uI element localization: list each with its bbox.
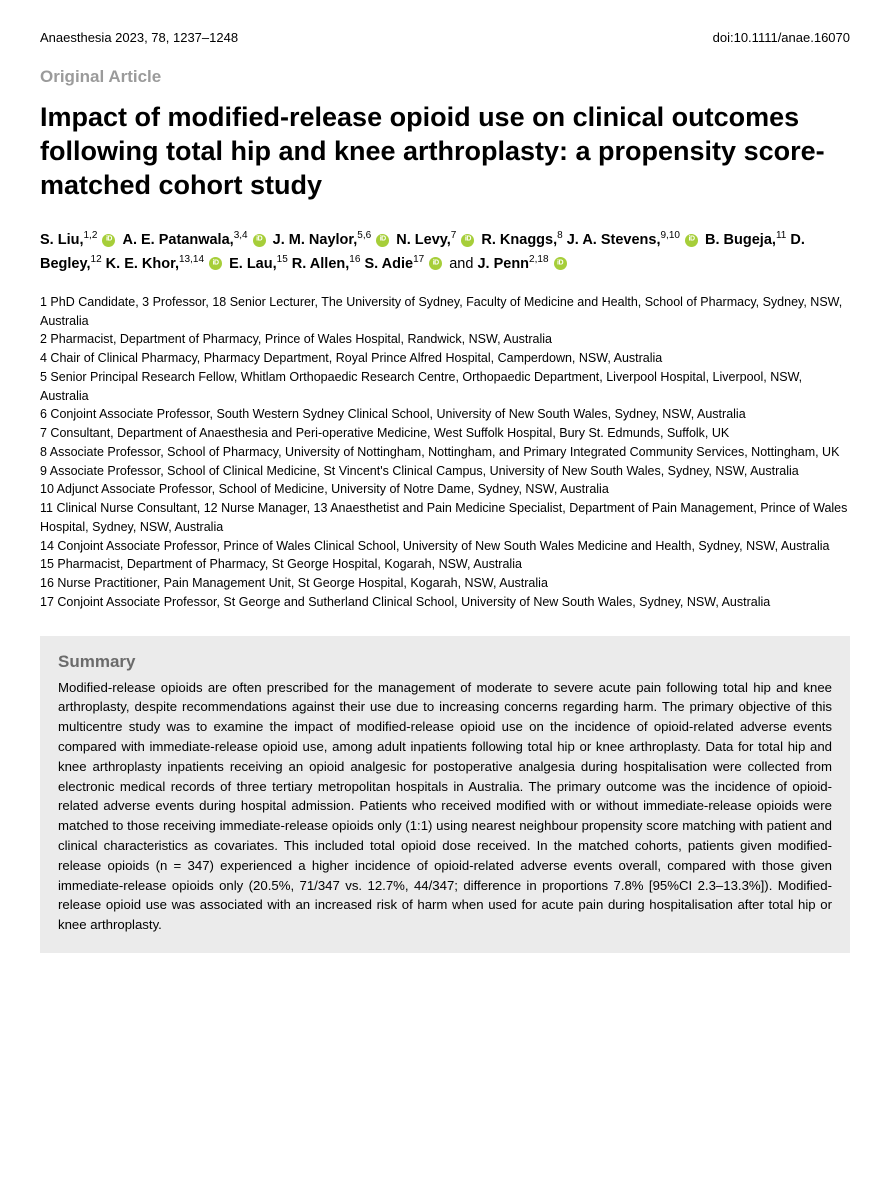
author-affil-sup: 9,10 bbox=[661, 230, 680, 241]
author-affil-sup: 11 bbox=[776, 230, 786, 241]
author-name: J. A. Stevens, bbox=[567, 232, 661, 248]
affiliation-line: 10 Adjunct Associate Professor, School o… bbox=[40, 480, 850, 499]
affiliation-line: 5 Senior Principal Research Fellow, Whit… bbox=[40, 368, 850, 406]
affiliation-line: 17 Conjoint Associate Professor, St Geor… bbox=[40, 593, 850, 612]
orcid-icon[interactable] bbox=[461, 234, 474, 247]
article-page: Anaesthesia 2023, 78, 1237–1248 doi:10.1… bbox=[0, 0, 890, 983]
affiliation-line: 8 Associate Professor, School of Pharmac… bbox=[40, 443, 850, 462]
author-affil-sup: 12 bbox=[91, 254, 102, 265]
author-name: R. Allen, bbox=[292, 255, 349, 271]
affiliation-line: 15 Pharmacist, Department of Pharmacy, S… bbox=[40, 555, 850, 574]
article-type-label: Original Article bbox=[40, 67, 850, 87]
running-header: Anaesthesia 2023, 78, 1237–1248 doi:10.1… bbox=[40, 30, 850, 45]
article-title: Impact of modified-release opioid use on… bbox=[40, 101, 850, 202]
summary-heading: Summary bbox=[58, 652, 832, 672]
author-name: A. E. Patanwala, bbox=[122, 232, 233, 248]
author-name: B. Bugeja, bbox=[705, 232, 776, 248]
author-affil-sup: 5,6 bbox=[357, 230, 371, 241]
author-affil-sup: 17 bbox=[413, 254, 424, 265]
orcid-icon[interactable] bbox=[209, 257, 222, 270]
summary-box: Summary Modified-release opioids are oft… bbox=[40, 636, 850, 953]
orcid-icon[interactable] bbox=[685, 234, 698, 247]
author-name: J. M. Naylor, bbox=[273, 232, 358, 248]
author-separator-and: and bbox=[445, 255, 477, 271]
author-affil-sup: 8 bbox=[557, 230, 563, 241]
author-affil-sup: 2,18 bbox=[529, 254, 548, 265]
affiliation-line: 6 Conjoint Associate Professor, South We… bbox=[40, 405, 850, 424]
orcid-icon[interactable] bbox=[376, 234, 389, 247]
orcid-icon[interactable] bbox=[102, 234, 115, 247]
orcid-icon[interactable] bbox=[554, 257, 567, 270]
affiliation-line: 4 Chair of Clinical Pharmacy, Pharmacy D… bbox=[40, 349, 850, 368]
author-name: N. Levy, bbox=[396, 232, 451, 248]
author-list: S. Liu,1,2 A. E. Patanwala,3,4 J. M. Nay… bbox=[40, 228, 850, 275]
affiliation-line: 16 Nurse Practitioner, Pain Management U… bbox=[40, 574, 850, 593]
affiliation-line: 14 Conjoint Associate Professor, Prince … bbox=[40, 537, 850, 556]
author-name: S. Adie bbox=[364, 255, 413, 271]
author-affil-sup: 1,2 bbox=[84, 230, 98, 241]
author-name: E. Lau, bbox=[229, 255, 277, 271]
summary-text: Modified-release opioids are often presc… bbox=[58, 678, 832, 935]
author-name: R. Knaggs, bbox=[481, 232, 557, 248]
author-affil-sup: 13,14 bbox=[179, 254, 204, 265]
author-affil-sup: 7 bbox=[451, 230, 457, 241]
doi-text: doi:10.1111/anae.16070 bbox=[713, 30, 850, 45]
affiliation-line: 11 Clinical Nurse Consultant, 12 Nurse M… bbox=[40, 499, 850, 537]
affiliation-line: 7 Consultant, Department of Anaesthesia … bbox=[40, 424, 850, 443]
affiliation-line: 9 Associate Professor, School of Clinica… bbox=[40, 462, 850, 481]
affiliation-list: 1 PhD Candidate, 3 Professor, 18 Senior … bbox=[40, 293, 850, 612]
orcid-icon[interactable] bbox=[253, 234, 266, 247]
orcid-icon[interactable] bbox=[429, 257, 442, 270]
journal-reference: Anaesthesia 2023, 78, 1237–1248 bbox=[40, 30, 238, 45]
author-name: J. Penn bbox=[477, 255, 529, 271]
author-name: S. Liu, bbox=[40, 232, 84, 248]
author-affil-sup: 3,4 bbox=[234, 230, 248, 241]
author-affil-sup: 16 bbox=[349, 254, 360, 265]
affiliation-line: 2 Pharmacist, Department of Pharmacy, Pr… bbox=[40, 330, 850, 349]
affiliation-line: 1 PhD Candidate, 3 Professor, 18 Senior … bbox=[40, 293, 850, 331]
author-affil-sup: 15 bbox=[277, 254, 288, 265]
author-name: K. E. Khor, bbox=[106, 255, 179, 271]
